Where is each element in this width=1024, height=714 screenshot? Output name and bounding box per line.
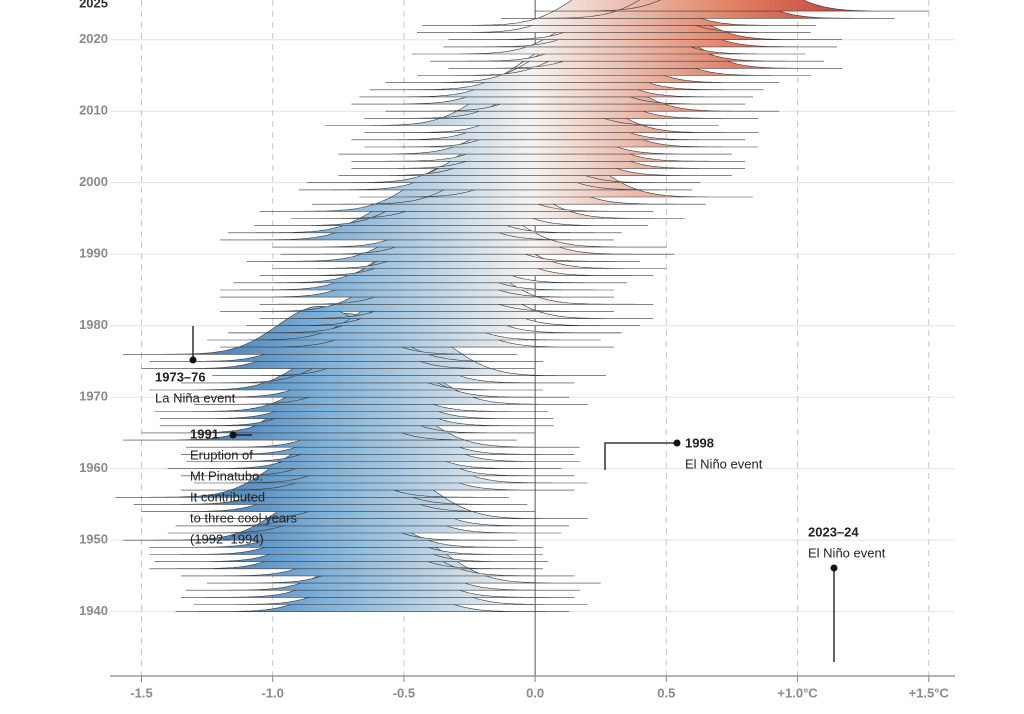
y-tick-label: 1970 bbox=[79, 389, 108, 404]
x-tick-label: -0.5 bbox=[393, 685, 415, 700]
y-tick-label: 2020 bbox=[79, 31, 108, 46]
ridge bbox=[535, 0, 929, 12]
y-tick-label: 1990 bbox=[79, 246, 108, 261]
annotation-title: 2023–24 bbox=[808, 524, 859, 539]
annotation-text: Eruption of bbox=[190, 447, 253, 462]
annotation-text: El Niño event bbox=[808, 545, 886, 560]
x-tick-label: -1.5 bbox=[130, 685, 152, 700]
annotation-text: (1992–1994) bbox=[190, 531, 264, 546]
annotation-title: 1991 bbox=[190, 426, 219, 441]
y-tick-label: 2025 bbox=[79, 0, 108, 10]
y-tick-label: 2000 bbox=[79, 174, 108, 189]
x-tick-label: -1.0 bbox=[261, 685, 283, 700]
y-tick-label: 1960 bbox=[79, 460, 108, 475]
annotation-title: 1998 bbox=[685, 435, 714, 450]
y-tick-label: 1940 bbox=[79, 603, 108, 618]
y-tick-label: 1950 bbox=[79, 532, 108, 547]
annotation-text: It contributed bbox=[190, 489, 265, 504]
annotation-title: 1973–76 bbox=[155, 369, 206, 384]
annotation-text: to three cool years bbox=[190, 510, 297, 525]
annotation-leader bbox=[604, 442, 677, 470]
annotation-text: La Niña event bbox=[155, 390, 236, 405]
annotation-dot bbox=[673, 439, 681, 447]
x-tick-label: 0.0 bbox=[526, 685, 544, 700]
x-tick-label: +1.5°C bbox=[909, 685, 950, 700]
x-tick-label: 0.5 bbox=[657, 685, 675, 700]
y-tick-label: 1980 bbox=[79, 317, 108, 332]
annotation-dot bbox=[830, 564, 838, 572]
ridge bbox=[123, 305, 517, 355]
annotation-text: Mt Pinatubo. bbox=[190, 468, 263, 483]
annotation-dot bbox=[229, 431, 237, 439]
annotation-dot bbox=[189, 356, 197, 364]
annotation-text: El Niño event bbox=[685, 456, 763, 471]
y-tick-label: 2010 bbox=[79, 103, 108, 118]
x-tick-label: +1.0°C bbox=[777, 685, 818, 700]
